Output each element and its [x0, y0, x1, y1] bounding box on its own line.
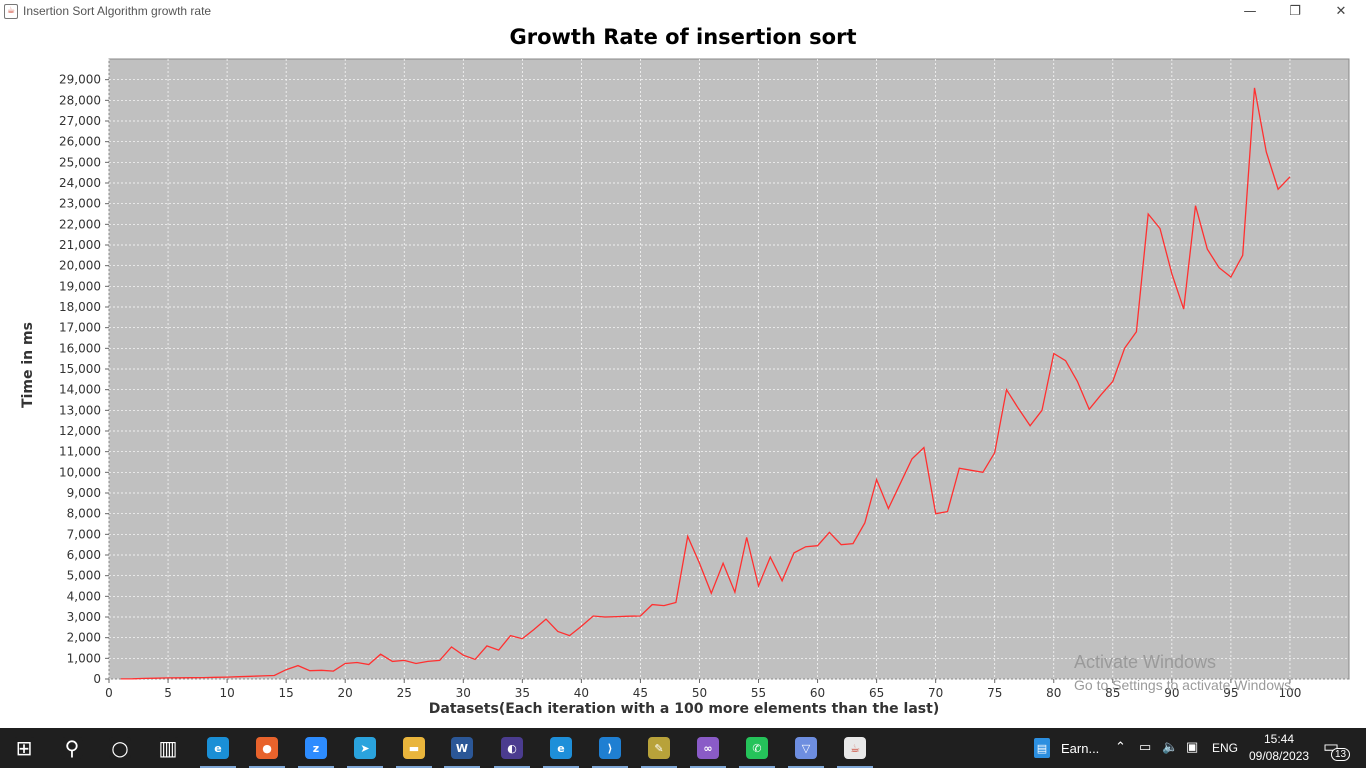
- y-tick-label: 13,000: [59, 403, 101, 417]
- y-tick-label: 4,000: [67, 589, 101, 603]
- y-tick-label: 9,000: [67, 486, 101, 500]
- restore-button[interactable]: ❐: [1289, 4, 1301, 19]
- x-tick-label: 95: [1223, 686, 1238, 700]
- x-tick-label: 45: [633, 686, 648, 700]
- y-tick-label: 12,000: [59, 424, 101, 438]
- x-tick-label: 65: [869, 686, 884, 700]
- x-tick-label: 80: [1046, 686, 1061, 700]
- y-tick-label: 25,000: [59, 155, 101, 169]
- search-icon[interactable]: ⚲: [48, 728, 96, 768]
- y-tick-label: 0: [93, 672, 101, 686]
- activation-watermark-title: Activate Windows: [1074, 652, 1217, 672]
- battery-icon[interactable]: ▭: [1139, 739, 1152, 754]
- x-tick-label: 60: [810, 686, 825, 700]
- line-chart: Growth Rate of insertion sort 0 1,000 2,000…: [20, 25, 1350, 717]
- y-tick-label: 7,000: [67, 527, 101, 541]
- close-button[interactable]: ✕: [1335, 4, 1347, 19]
- y-tick-label: 16,000: [59, 341, 101, 355]
- task-view-icon[interactable]: ▥: [157, 736, 179, 760]
- zoom-icon[interactable]: z: [292, 728, 340, 768]
- y-tick-label: 6,000: [67, 548, 101, 562]
- visual-studio-icon[interactable]: ∞: [684, 728, 732, 768]
- x-tick-label: 35: [515, 686, 530, 700]
- x-axis-label: Datasets(Each iteration with a 100 more …: [429, 701, 939, 717]
- y-tick-label: 3,000: [67, 610, 101, 624]
- y-axis-label: Time in ms: [20, 322, 36, 408]
- y-tick-label: 22,000: [59, 217, 101, 231]
- x-tick-label: 50: [692, 686, 707, 700]
- vpn-icon[interactable]: ▽: [782, 728, 830, 768]
- network-icon[interactable]: ▣: [1186, 739, 1199, 754]
- chart-panel: Growth Rate of insertion sort 0 1,000 2,000…: [0, 24, 1366, 728]
- edge-icon[interactable]: e: [194, 728, 242, 768]
- whatsapp-icon[interactable]: ✆: [733, 728, 781, 768]
- y-tick-label: 5,000: [67, 569, 101, 583]
- x-tick-label: 20: [338, 686, 353, 700]
- y-tick-label: 26,000: [59, 135, 101, 149]
- window-title: Insertion Sort Algorithm growth rate: [23, 4, 212, 18]
- volume-icon[interactable]: 🔈: [1162, 739, 1179, 754]
- x-tick-label: 75: [987, 686, 1002, 700]
- x-tick-label: 90: [1164, 686, 1179, 700]
- y-tick-label: 28,000: [59, 93, 101, 107]
- x-tick-label: 25: [397, 686, 412, 700]
- language-indicator[interactable]: ENG: [1212, 741, 1239, 755]
- y-tick-label: 11,000: [59, 445, 101, 459]
- eclipse-icon[interactable]: ◐: [488, 728, 536, 768]
- y-tick-label: 19,000: [59, 279, 101, 293]
- x-tick-label: 30: [456, 686, 471, 700]
- minimize-button[interactable]: —: [1243, 4, 1257, 19]
- y-tick-label: 14,000: [59, 383, 101, 397]
- clock-time[interactable]: 15:44: [1264, 732, 1295, 746]
- activation-watermark-subtitle: Go to Settings to activate Windows.: [1074, 677, 1295, 693]
- x-tick-label: 5: [164, 686, 172, 700]
- vscode-icon[interactable]: ⟩: [586, 728, 634, 768]
- file-explorer-icon[interactable]: ▬: [390, 728, 438, 768]
- earn-app-icon[interactable]: ▤: [1028, 728, 1056, 768]
- y-tick-label: 18,000: [59, 300, 101, 314]
- clock-date[interactable]: 09/08/2023: [1249, 749, 1310, 763]
- x-tick-label: 55: [751, 686, 766, 700]
- earn-app-label[interactable]: Earn...: [1061, 741, 1100, 756]
- internet-explorer-icon[interactable]: e: [537, 728, 585, 768]
- x-tick-label: 0: [105, 686, 113, 700]
- y-tick-label: 8,000: [67, 507, 101, 521]
- y-tick-label: 27,000: [59, 114, 101, 128]
- x-tick-label: 10: [219, 686, 234, 700]
- tray-chevron-icon[interactable]: ⌃: [1115, 739, 1126, 754]
- x-tick-label: 15: [279, 686, 294, 700]
- taskbar: ⊞ ⚲ ○ ▥ e ● z ➤ ▬ W ◐ e ⟩ ✎ ∞ ✆ ▽ ☕ ▤ Earn... ⌃ ▭ 🔈 ▣ ENG…: [0, 728, 1366, 768]
- y-tick-label: 1,000: [67, 651, 101, 665]
- y-tick-label: 20,000: [59, 259, 101, 273]
- telegram-icon[interactable]: ➤: [341, 728, 389, 768]
- window-titlebar: ☕ Insertion Sort Algorithm growth rate —…: [0, 0, 1366, 24]
- y-tick-label: 15,000: [59, 362, 101, 376]
- java-icon[interactable]: ☕: [831, 728, 879, 768]
- word-icon[interactable]: W: [438, 728, 486, 768]
- java-app-icon: ☕: [4, 4, 18, 19]
- firefox-icon[interactable]: ●: [243, 728, 291, 768]
- y-tick-label: 10,000: [59, 465, 101, 479]
- x-tick-label: 40: [574, 686, 589, 700]
- x-tick-label: 85: [1105, 686, 1120, 700]
- y-tick-label: 17,000: [59, 321, 101, 335]
- windows-start-icon[interactable]: ⊞: [0, 728, 48, 768]
- tools-icon[interactable]: ✎: [635, 728, 683, 768]
- series-line: [120, 87, 1291, 680]
- x-tick-label: 70: [928, 686, 943, 700]
- x-tick-label: 100: [1278, 686, 1301, 700]
- chart-title: Growth Rate of insertion sort: [509, 25, 856, 49]
- notification-count: 13: [1331, 748, 1351, 761]
- y-tick-label: 29,000: [59, 73, 101, 87]
- y-tick-label: 23,000: [59, 197, 101, 211]
- y-tick-label: 21,000: [59, 238, 101, 252]
- y-tick-label: 24,000: [59, 176, 101, 190]
- cortana-icon[interactable]: ○: [96, 728, 144, 768]
- y-tick-label: 2,000: [67, 631, 101, 645]
